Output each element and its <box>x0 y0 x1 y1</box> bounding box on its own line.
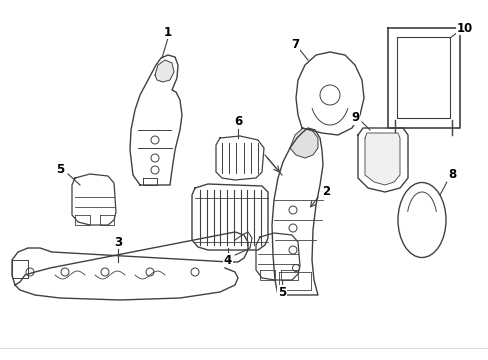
Polygon shape <box>289 128 317 158</box>
Text: 3: 3 <box>114 235 122 248</box>
Polygon shape <box>256 233 299 280</box>
Polygon shape <box>192 184 267 250</box>
Text: 5: 5 <box>277 285 285 298</box>
Text: 10: 10 <box>456 22 472 35</box>
Polygon shape <box>387 28 459 128</box>
Text: 1: 1 <box>163 26 172 39</box>
Text: 2: 2 <box>321 185 329 198</box>
Text: 6: 6 <box>233 116 242 129</box>
Text: 8: 8 <box>447 168 455 181</box>
Polygon shape <box>279 272 310 290</box>
Polygon shape <box>142 178 157 185</box>
Polygon shape <box>130 55 182 185</box>
Polygon shape <box>364 133 399 185</box>
Text: 4: 4 <box>224 253 232 266</box>
Polygon shape <box>100 215 114 225</box>
Polygon shape <box>271 128 323 295</box>
Polygon shape <box>72 174 116 225</box>
Ellipse shape <box>397 183 445 257</box>
Text: 9: 9 <box>350 112 358 125</box>
Polygon shape <box>155 60 174 82</box>
Polygon shape <box>12 232 247 285</box>
Polygon shape <box>75 215 90 225</box>
Polygon shape <box>216 136 264 180</box>
Polygon shape <box>357 128 407 192</box>
Polygon shape <box>281 270 297 280</box>
Polygon shape <box>12 260 28 278</box>
Polygon shape <box>295 52 363 135</box>
Polygon shape <box>396 37 449 118</box>
Polygon shape <box>260 270 274 280</box>
Text: 7: 7 <box>290 39 299 51</box>
Text: 5: 5 <box>56 163 64 176</box>
